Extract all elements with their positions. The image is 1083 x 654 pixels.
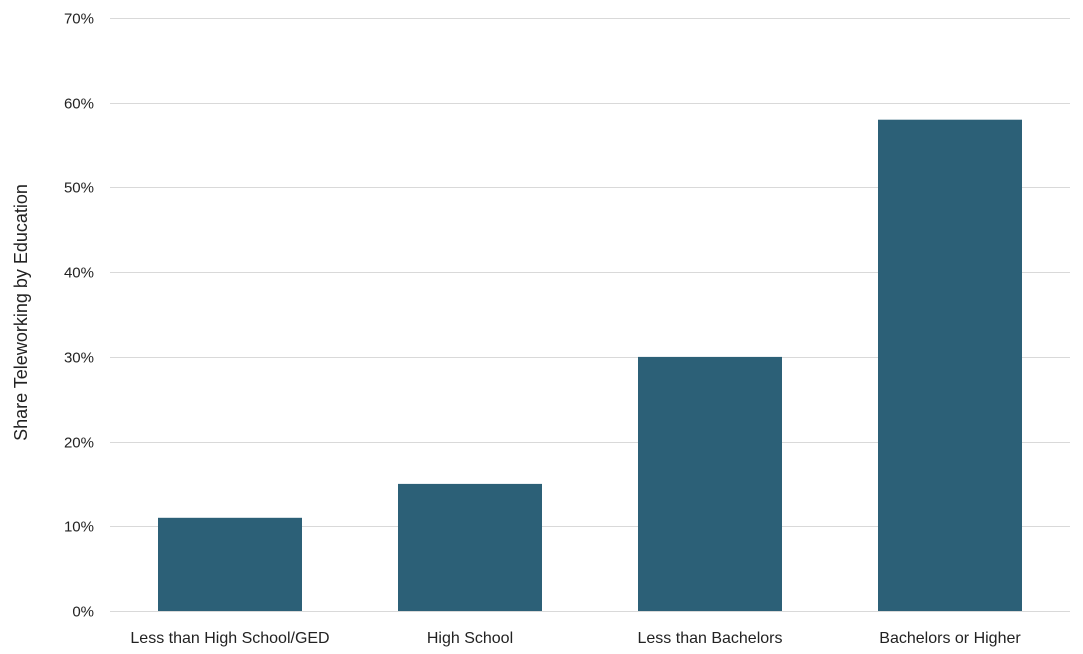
- y-tick-label: 10%: [64, 519, 94, 536]
- bar-less-than-high-school-ged: [158, 517, 302, 611]
- bar-less-than-bachelors: [638, 356, 782, 611]
- y-axis-ticks: 0% 10% 20% 30% 40% 50% 60% 70%: [64, 11, 94, 621]
- x-category-label: High School: [427, 630, 513, 647]
- y-tick-label: 0%: [72, 604, 94, 621]
- x-category-label: Bachelors or Higher: [879, 630, 1021, 647]
- y-tick-label: 70%: [64, 11, 94, 28]
- y-tick-label: 50%: [64, 180, 94, 197]
- x-category-label: Less than Bachelors: [638, 630, 783, 647]
- x-category-label: Less than High School/GED: [130, 630, 329, 647]
- y-tick-label: 60%: [64, 96, 94, 113]
- y-axis-title: Share Teleworking by Education: [11, 184, 31, 441]
- x-axis-categories: Less than High School/GED High School Less…: [130, 630, 1021, 647]
- bar-bachelors-or-higher: [878, 119, 1022, 611]
- y-tick-label: 30%: [64, 350, 94, 367]
- y-tick-label: 20%: [64, 435, 94, 452]
- bar-high-school: [398, 483, 542, 611]
- bars: [158, 119, 1022, 611]
- y-tick-label: 40%: [64, 265, 94, 282]
